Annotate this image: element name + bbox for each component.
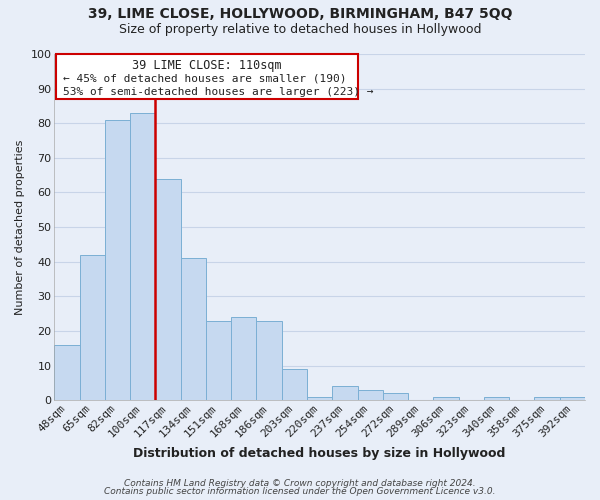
Text: Contains HM Land Registry data © Crown copyright and database right 2024.: Contains HM Land Registry data © Crown c… — [124, 478, 476, 488]
Bar — [206, 320, 231, 400]
Text: Contains public sector information licensed under the Open Government Licence v3: Contains public sector information licen… — [104, 487, 496, 496]
Bar — [80, 255, 105, 400]
Bar — [282, 369, 307, 400]
Bar — [484, 396, 509, 400]
Text: ← 45% of detached houses are smaller (190): ← 45% of detached houses are smaller (19… — [63, 73, 347, 83]
Bar — [535, 396, 560, 400]
Bar — [256, 320, 282, 400]
Bar — [358, 390, 383, 400]
Bar — [383, 394, 408, 400]
X-axis label: Distribution of detached houses by size in Hollywood: Distribution of detached houses by size … — [133, 447, 506, 460]
Bar — [105, 120, 130, 400]
Text: Size of property relative to detached houses in Hollywood: Size of property relative to detached ho… — [119, 22, 481, 36]
Y-axis label: Number of detached properties: Number of detached properties — [15, 140, 25, 315]
Bar — [560, 396, 585, 400]
Bar — [307, 396, 332, 400]
FancyBboxPatch shape — [56, 54, 358, 99]
Bar — [130, 113, 155, 400]
Bar — [181, 258, 206, 400]
Bar — [155, 178, 181, 400]
Text: 39, LIME CLOSE, HOLLYWOOD, BIRMINGHAM, B47 5QQ: 39, LIME CLOSE, HOLLYWOOD, BIRMINGHAM, B… — [88, 8, 512, 22]
Bar — [433, 396, 458, 400]
Text: 39 LIME CLOSE: 110sqm: 39 LIME CLOSE: 110sqm — [132, 59, 281, 72]
Bar — [332, 386, 358, 400]
Text: 53% of semi-detached houses are larger (223) →: 53% of semi-detached houses are larger (… — [63, 87, 374, 97]
Bar — [231, 317, 256, 400]
Bar — [55, 345, 80, 400]
